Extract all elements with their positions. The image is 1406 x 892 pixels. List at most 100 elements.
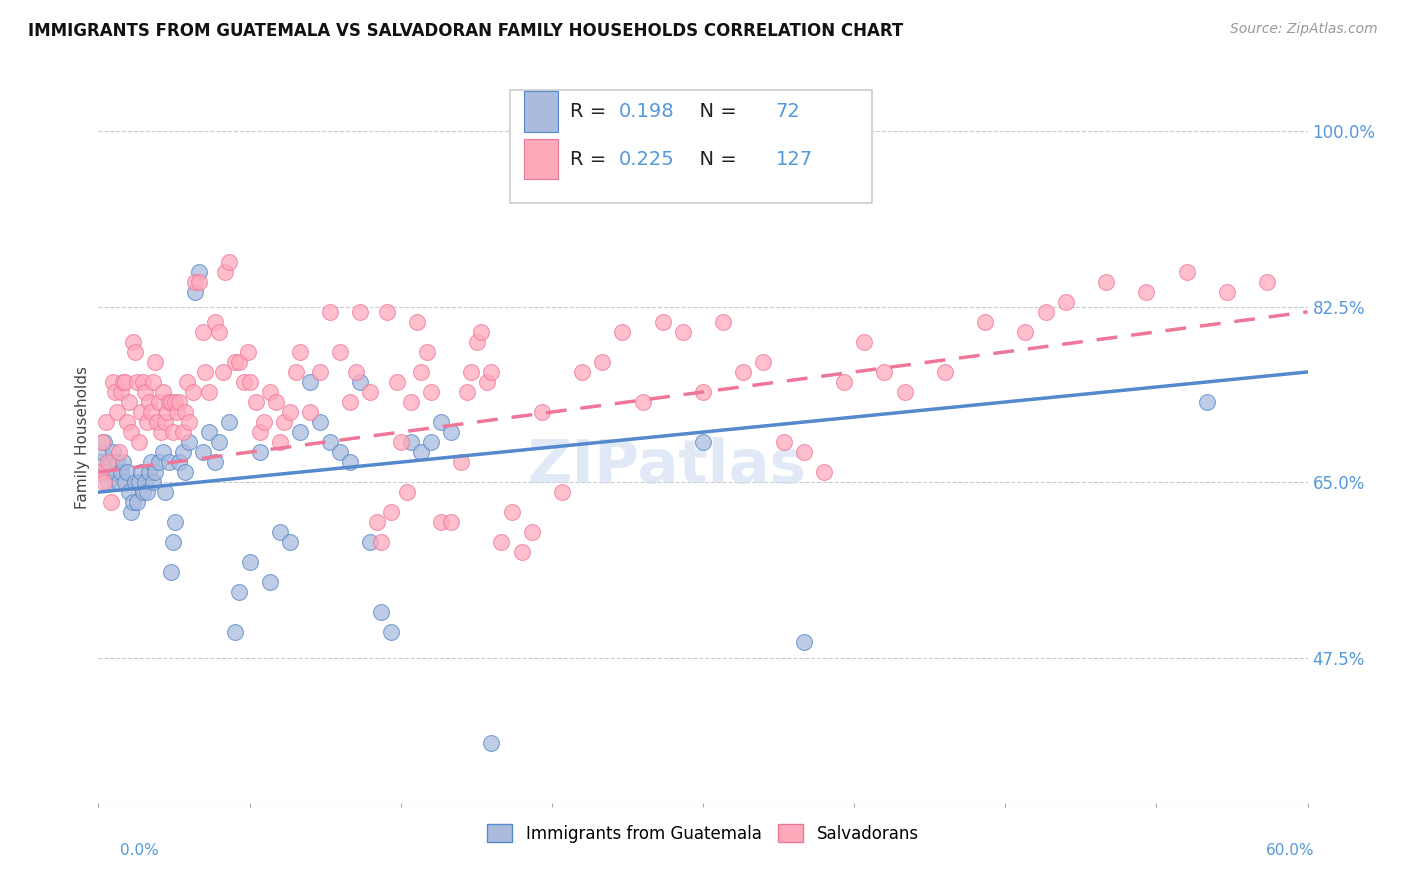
FancyBboxPatch shape (524, 139, 558, 179)
Point (319, 305, 342, 319)
Point (420, 435, 443, 450)
Point (135, 485, 157, 500)
Point (174, 465, 197, 479)
Point (440, 425, 463, 439)
Point (198, 425, 221, 439)
Point (339, 455, 361, 469)
Point (208, 325, 231, 339)
Point (631, 395, 654, 409)
Point (1195, 395, 1218, 409)
Point (974, 315, 997, 329)
Point (179, 435, 201, 450)
Point (139, 455, 162, 469)
Text: 0.198: 0.198 (619, 102, 673, 121)
Point (132, 485, 155, 500)
Text: R =: R = (569, 102, 613, 121)
Text: 60.0%: 60.0% (1267, 843, 1315, 858)
Point (409, 365, 432, 379)
Point (97, 475, 120, 490)
Point (107, 445, 129, 459)
Point (152, 384, 174, 399)
Point (181, 384, 204, 399)
Point (1054, 294, 1077, 309)
Point (91, 435, 114, 450)
Point (218, 415, 240, 429)
FancyBboxPatch shape (524, 92, 558, 132)
Point (125, 375, 148, 389)
Text: 0.0%: 0.0% (120, 843, 159, 858)
Point (1135, 285, 1157, 299)
Point (501, 505, 523, 519)
Point (125, 495, 148, 509)
Point (188, 265, 211, 279)
Point (128, 435, 150, 450)
Point (97, 455, 120, 469)
Point (329, 345, 352, 359)
Point (138, 465, 160, 479)
Point (319, 435, 342, 450)
Point (409, 445, 432, 459)
Point (184, 275, 207, 289)
Point (1095, 275, 1118, 289)
Point (299, 375, 322, 389)
Point (100, 495, 122, 509)
Point (142, 475, 165, 490)
Point (752, 355, 775, 369)
Point (167, 455, 190, 469)
Point (873, 365, 896, 379)
Point (269, 435, 291, 450)
Point (239, 555, 262, 569)
Legend: Immigrants from Guatemala, Salvadorans: Immigrants from Guatemala, Salvadorans (481, 818, 925, 849)
Point (380, 505, 402, 519)
Point (111, 455, 134, 469)
Point (143, 355, 166, 369)
Point (481, 365, 503, 379)
Point (100, 455, 122, 469)
Point (93, 475, 115, 490)
Text: ZIPatlas: ZIPatlas (527, 437, 806, 496)
Point (139, 405, 162, 419)
Point (349, 305, 371, 319)
Point (591, 355, 613, 369)
Point (115, 465, 138, 479)
Point (118, 485, 141, 500)
Point (166, 405, 188, 419)
Point (118, 395, 141, 409)
Point (153, 415, 176, 429)
Point (184, 285, 207, 299)
Point (793, 635, 815, 649)
Point (510, 545, 533, 559)
Text: 127: 127 (776, 150, 813, 169)
Point (198, 384, 221, 399)
Point (651, 315, 673, 329)
Point (551, 485, 574, 500)
Point (193, 445, 215, 459)
Point (893, 384, 915, 399)
Point (249, 445, 271, 459)
Point (129, 465, 152, 479)
Point (245, 395, 267, 409)
Point (193, 325, 215, 339)
Point (329, 445, 352, 459)
Point (142, 375, 165, 389)
Point (96, 465, 118, 479)
Point (96, 415, 118, 429)
Point (273, 415, 295, 429)
Y-axis label: Family Households: Family Households (75, 366, 90, 508)
Point (93, 435, 115, 450)
Point (288, 345, 311, 359)
Point (571, 365, 593, 379)
Point (101, 375, 124, 389)
Text: N =: N = (688, 102, 744, 121)
Point (89, 465, 111, 479)
Point (465, 334, 488, 349)
Text: R =: R = (569, 150, 613, 169)
Point (344, 365, 367, 379)
Point (420, 384, 443, 399)
Point (360, 384, 382, 399)
Point (395, 485, 418, 500)
Text: 72: 72 (776, 102, 800, 121)
Point (212, 365, 235, 379)
Point (259, 575, 281, 590)
Point (711, 315, 734, 329)
